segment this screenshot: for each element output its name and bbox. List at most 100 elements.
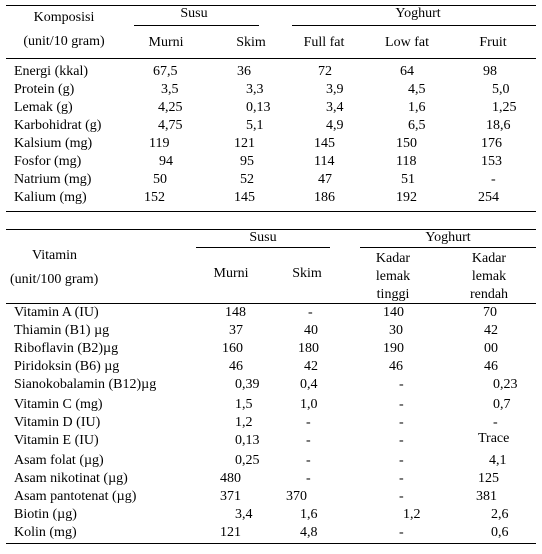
table-2-cell: 40 bbox=[304, 323, 318, 338]
table-2-col-high-fat-line2: lemak bbox=[375, 269, 411, 284]
table-1-cell: 5,1 bbox=[246, 118, 264, 133]
table-2-cell: 381 bbox=[476, 489, 497, 504]
table-2-cell: 4,8 bbox=[300, 525, 318, 540]
table-2-header-label: Vitamin bbox=[32, 248, 78, 263]
table-1-cell: 95 bbox=[240, 154, 254, 169]
table-1-cell: 51 bbox=[401, 172, 415, 187]
table-2-row-label: Thiamin (B1) µg bbox=[14, 323, 110, 338]
table-1-header-label: Komposisi bbox=[33, 10, 95, 25]
table-1-cell: 67,5 bbox=[153, 64, 178, 79]
table-2-cell: 121 bbox=[220, 525, 241, 540]
table-2-cell: 370 bbox=[286, 489, 307, 504]
table-2-row-label: Asam nikotinat (µg) bbox=[14, 471, 128, 486]
table-2-col-skim: Skim bbox=[292, 266, 322, 281]
table-2-top-rule bbox=[6, 229, 536, 230]
table-2-row-label: Vitamin D (IU) bbox=[14, 415, 101, 430]
table-2-cell: - bbox=[399, 525, 404, 540]
table-2-cell: 0,13 bbox=[235, 433, 260, 448]
table-2-cell: 0,6 bbox=[491, 525, 509, 540]
table-1-col-skim: Skim bbox=[236, 35, 266, 50]
table-1-cell: 121 bbox=[234, 136, 255, 151]
table-2-cell: - bbox=[306, 433, 311, 448]
table-2-header-rule bbox=[6, 303, 536, 304]
table-1-cell: 47 bbox=[318, 172, 332, 187]
table-2-row-label: Vitamin A (IU) bbox=[14, 305, 99, 320]
table-2-row-label: Sianokobalamin (B12)µg bbox=[14, 377, 157, 392]
table-2-header-unit: (unit/100 gram) bbox=[10, 272, 99, 287]
table-1-row-label: Kalsium (mg) bbox=[14, 136, 93, 151]
table-2-row-label: Asam pantotenat (µg) bbox=[14, 489, 137, 504]
table-2-cell: 480 bbox=[220, 471, 241, 486]
table-1-row-label: Energi (kkal) bbox=[14, 64, 88, 79]
table-1-cell: 114 bbox=[314, 154, 335, 169]
table-2-cell: 140 bbox=[383, 305, 404, 320]
table-1-cell: 18,6 bbox=[486, 118, 511, 133]
table-2-row-label: Asam folat (µg) bbox=[14, 453, 104, 468]
table-1-cell: 94 bbox=[159, 154, 173, 169]
table-1-cell: 152 bbox=[144, 190, 165, 205]
table-1-cell: 145 bbox=[234, 190, 255, 205]
table-2-susu-rule bbox=[196, 247, 330, 248]
table-1-cell: 1,25 bbox=[492, 100, 517, 115]
table-1-row-label: Karbohidrat (g) bbox=[14, 118, 102, 133]
table-2-col-high-fat-line1: Kadar bbox=[375, 251, 411, 266]
table-1-bottom-rule bbox=[6, 211, 536, 212]
table-2-cell: 00 bbox=[484, 341, 498, 356]
table-2-cell: 0,7 bbox=[493, 397, 511, 412]
table-2-cell: 190 bbox=[383, 341, 404, 356]
table-1-cell: 72 bbox=[318, 64, 332, 79]
table-1-top-rule bbox=[6, 5, 536, 6]
table-2-cell: 42 bbox=[484, 323, 498, 338]
table-2-cell: 371 bbox=[220, 489, 241, 504]
table-2-row-label: Riboflavin (B2)µg bbox=[14, 341, 119, 356]
table-2-cell: 1,0 bbox=[300, 397, 318, 412]
table-1-cell: 64 bbox=[400, 64, 414, 79]
table-2-cell: Trace bbox=[478, 431, 510, 446]
table-1-cell: 1,6 bbox=[408, 100, 426, 115]
table-2-col-low-fat-line3: rendah bbox=[469, 287, 509, 302]
table-1-cell: 153 bbox=[481, 154, 502, 169]
table-2-cell: - bbox=[399, 471, 404, 486]
table-2-cell: 46 bbox=[389, 359, 403, 374]
table-2-cell: 0,39 bbox=[235, 377, 260, 392]
table-1-cell: 4,75 bbox=[158, 118, 183, 133]
table-1-cell: 0,13 bbox=[246, 100, 271, 115]
table-1-cell: 186 bbox=[314, 190, 335, 205]
table-2-cell: 160 bbox=[222, 341, 243, 356]
table-1-group-susu: Susu bbox=[180, 6, 208, 21]
table-2-cell: - bbox=[306, 453, 311, 468]
table-1-susu-rule bbox=[134, 25, 259, 26]
table-1-cell: 4,25 bbox=[158, 100, 183, 115]
table-2-cell: 0,25 bbox=[235, 453, 260, 468]
table-2-row-label: Kolin (mg) bbox=[14, 525, 77, 540]
table-2-cell: 1,2 bbox=[403, 507, 421, 522]
table-1-col-low-fat: Low fat bbox=[385, 35, 429, 50]
table-2-cell: 46 bbox=[229, 359, 243, 374]
table-1-cell: 145 bbox=[314, 136, 335, 151]
table-1-header-unit: (unit/10 gram) bbox=[23, 34, 105, 49]
table-1-row-label: Kalium (mg) bbox=[14, 190, 87, 205]
table-1-cell: 150 bbox=[396, 136, 417, 151]
table-2-cell: - bbox=[399, 397, 404, 412]
table-2-col-high-fat-line3: tinggi bbox=[376, 287, 410, 302]
table-2-col-low-fat-line2: lemak bbox=[471, 269, 507, 284]
table-1-cell: 6,5 bbox=[408, 118, 426, 133]
table-2-cell: - bbox=[306, 471, 311, 486]
table-1-cell: 119 bbox=[149, 136, 170, 151]
table-2-cell: 148 bbox=[225, 305, 246, 320]
table-2-cell: 42 bbox=[304, 359, 318, 374]
table-2-yoghurt-rule bbox=[360, 247, 536, 248]
table-2-cell: 125 bbox=[478, 471, 499, 486]
table-1-cell: 3,4 bbox=[326, 100, 344, 115]
table-2-cell: 46 bbox=[484, 359, 498, 374]
table-2-cell: - bbox=[493, 415, 498, 430]
table-1-yoghurt-rule bbox=[292, 25, 536, 26]
table-1-group-yoghurt: Yoghurt bbox=[395, 6, 441, 21]
table-2-cell: - bbox=[399, 489, 404, 504]
table-2-row-label: Vitamin E (IU) bbox=[14, 433, 99, 448]
table-2-row-label: Vitamin C (mg) bbox=[14, 397, 103, 412]
table-2-cell: - bbox=[308, 305, 313, 320]
table-1-row-label: Lemak (g) bbox=[14, 100, 73, 115]
table-2-cell: - bbox=[399, 433, 404, 448]
table-2-row-label: Biotin (µg) bbox=[14, 507, 77, 522]
